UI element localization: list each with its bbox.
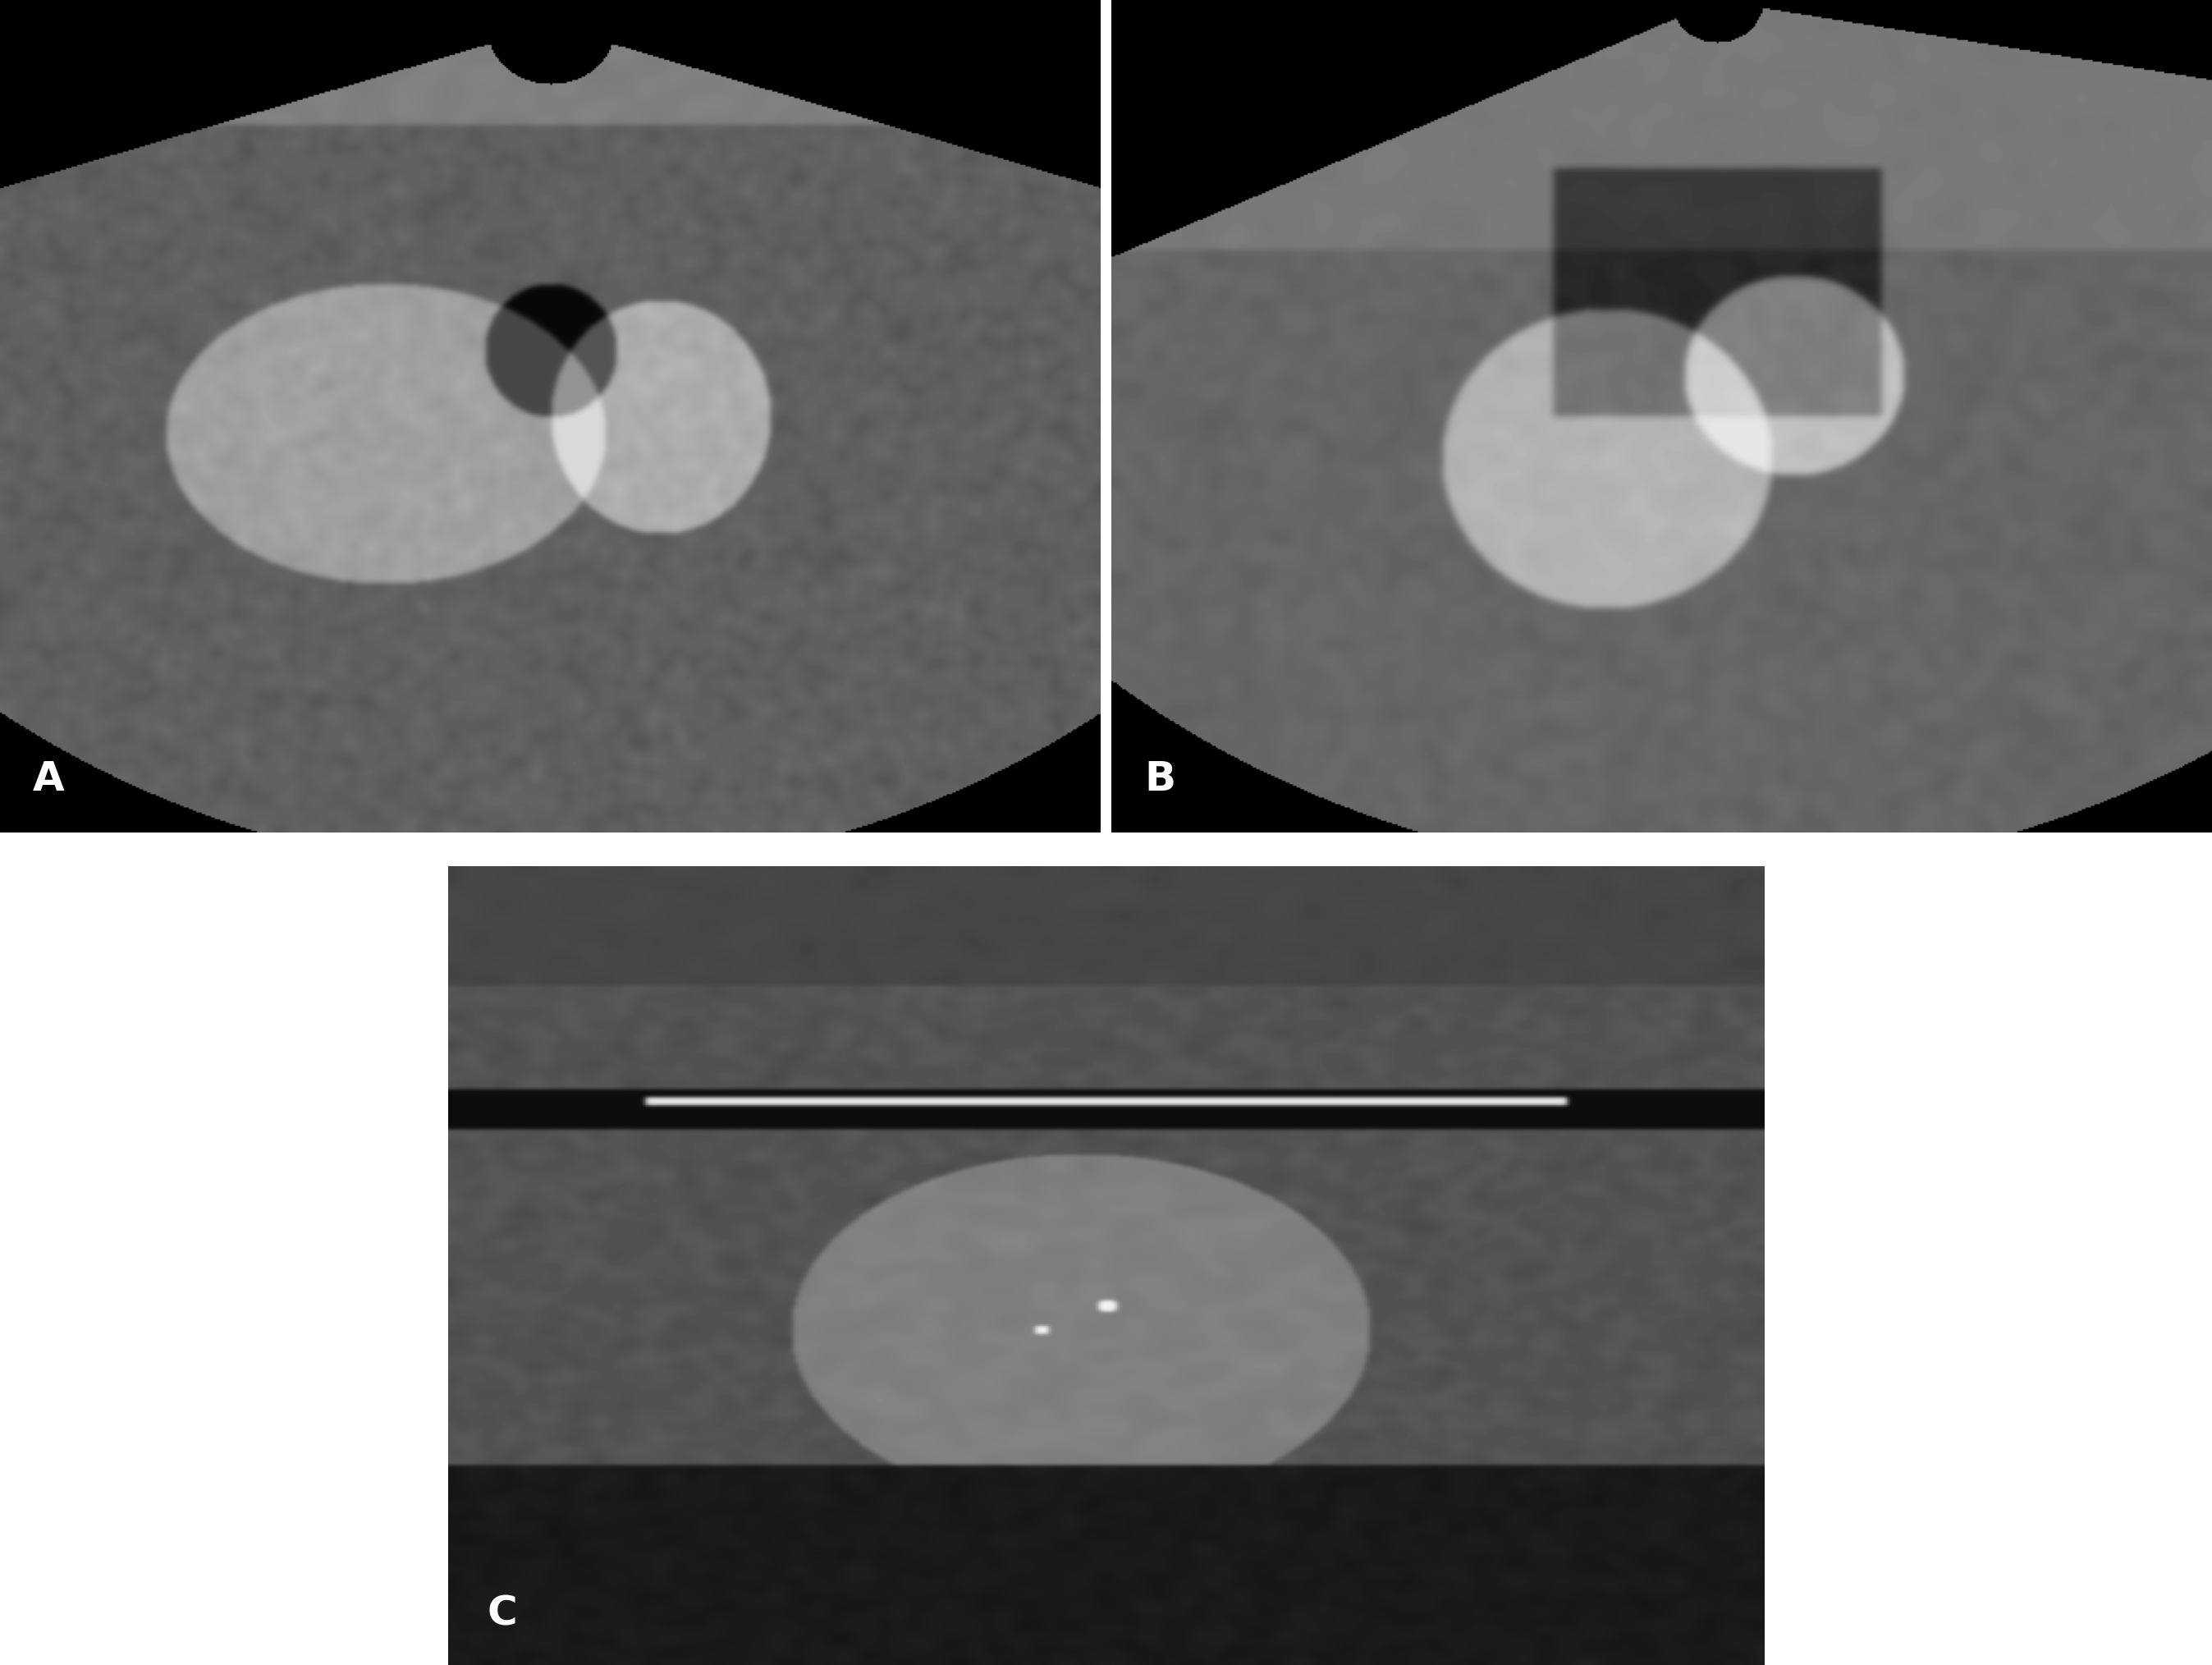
Text: A: A (33, 759, 64, 799)
Text: B: B (1144, 759, 1177, 799)
Text: C: C (487, 1593, 518, 1633)
